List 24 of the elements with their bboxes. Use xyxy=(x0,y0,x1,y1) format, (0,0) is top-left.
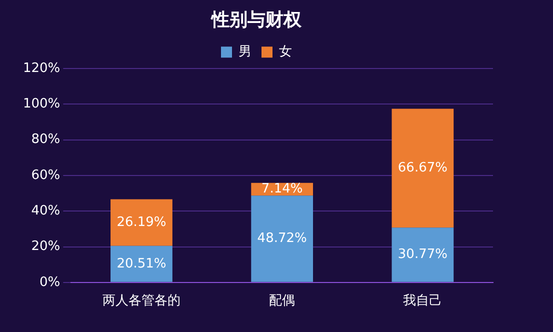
y-tick-label: 40% xyxy=(31,204,60,219)
y-tick-label: 60% xyxy=(31,168,60,183)
data-label: 48.72% xyxy=(257,231,307,246)
y-tick-label: 20% xyxy=(31,239,60,254)
bar xyxy=(392,108,454,228)
legend-label: 男 xyxy=(238,44,252,60)
bar xyxy=(251,196,314,282)
bar xyxy=(110,199,172,246)
y-tick-label: 80% xyxy=(31,132,60,148)
data-label: 26.19% xyxy=(116,214,166,230)
legend-label: 女 xyxy=(279,44,292,60)
data-label: 66.67% xyxy=(398,160,448,176)
x-tick-label: 我自己 xyxy=(403,294,442,309)
x-tick-label: 两人各管各的 xyxy=(102,294,180,309)
y-tick-label: 120% xyxy=(22,60,60,76)
y-tick-label: 100% xyxy=(22,96,60,112)
data-label: 20.51% xyxy=(116,256,166,272)
chart-title: 性别与财权 xyxy=(210,9,302,30)
bar xyxy=(392,228,454,282)
data-label: 7.14% xyxy=(261,182,303,197)
bar xyxy=(110,246,172,282)
data-label: 30.77% xyxy=(398,247,448,262)
y-tick-label: 0% xyxy=(40,274,60,290)
x-tick-label: 配偶 xyxy=(269,294,296,309)
